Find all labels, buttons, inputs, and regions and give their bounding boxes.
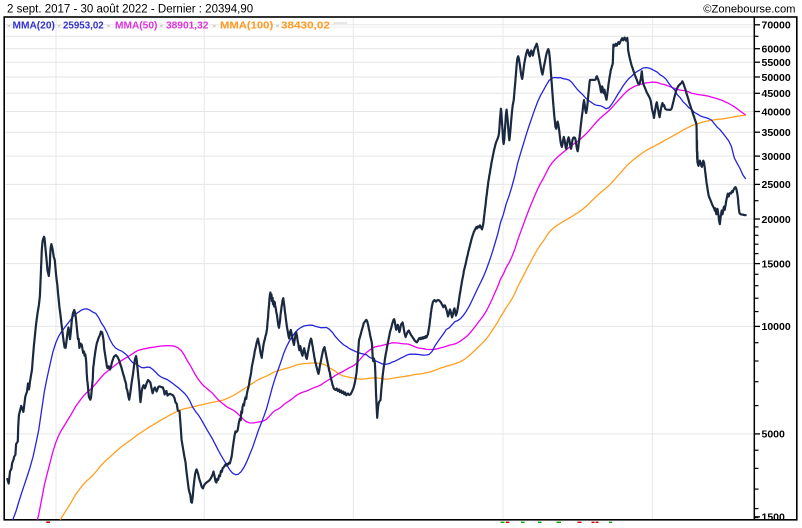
- svg-text:5000: 5000: [762, 429, 786, 441]
- svg-text:30000: 30000: [762, 151, 791, 163]
- svg-text:45000: 45000: [762, 88, 791, 100]
- svg-text:-: -: [213, 20, 216, 31]
- svg-text:15000: 15000: [762, 258, 791, 270]
- svg-text:35000: 35000: [762, 127, 791, 139]
- svg-text:55000: 55000: [762, 57, 791, 69]
- svg-text:25953,02: 25953,02: [63, 20, 104, 31]
- svg-text:25000: 25000: [762, 179, 791, 191]
- svg-text:-: -: [7, 20, 10, 31]
- svg-text:MMA(100): MMA(100): [220, 20, 273, 31]
- svg-text:MMA(20): MMA(20): [13, 20, 55, 31]
- svg-text:40000: 40000: [762, 106, 791, 118]
- svg-text:50000: 50000: [762, 72, 791, 84]
- svg-text:-: -: [276, 20, 279, 31]
- svg-text:-: -: [107, 20, 110, 31]
- svg-text:©Zonebourse.com: ©Zonebourse.com: [703, 4, 795, 16]
- svg-text:70000: 70000: [762, 20, 791, 32]
- svg-text:38901,32: 38901,32: [166, 20, 209, 31]
- svg-text:38430,02: 38430,02: [281, 20, 330, 31]
- svg-text:-: -: [58, 20, 61, 31]
- svg-text:-: -: [160, 20, 163, 31]
- svg-text:1500: 1500: [762, 512, 786, 523]
- svg-text:10000: 10000: [762, 321, 791, 333]
- svg-text:60000: 60000: [762, 44, 791, 56]
- svg-text:20000: 20000: [762, 214, 791, 226]
- svg-text:2 sept. 2017 - 30 août 2022 -: 2 sept. 2017 - 30 août 2022 - Dernier : …: [7, 4, 253, 16]
- svg-text:MMA(50): MMA(50): [115, 20, 157, 31]
